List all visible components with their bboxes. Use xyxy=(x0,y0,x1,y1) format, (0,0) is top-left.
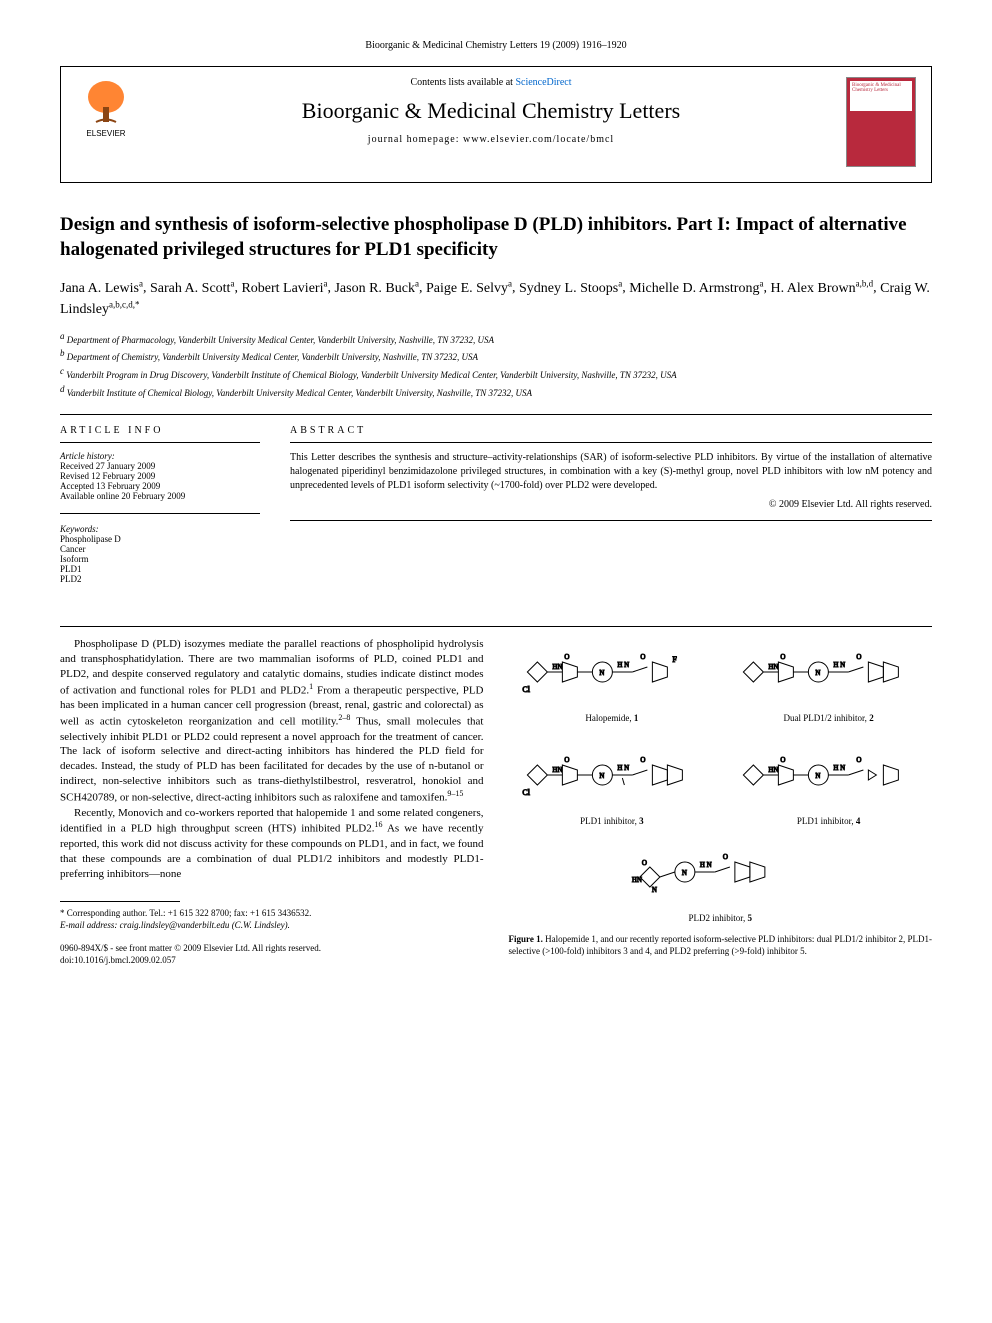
molecule-icon: OHN N H N O xyxy=(725,740,932,810)
svg-text:N: N xyxy=(816,669,821,677)
svg-text:O: O xyxy=(640,653,645,661)
section-divider xyxy=(60,414,932,415)
svg-text:Cl: Cl xyxy=(522,685,530,694)
email-link[interactable]: craig.lindsley@vanderbilt.edu xyxy=(120,920,230,930)
paragraph-1: Phospholipase D (PLD) isozymes mediate t… xyxy=(60,637,484,805)
citation[interactable]: 2–8 xyxy=(338,713,350,722)
svg-text:Cl: Cl xyxy=(522,788,530,797)
svg-text:N: N xyxy=(652,886,657,894)
svg-text:O: O xyxy=(781,756,786,764)
cover-title: Bioorganic & Medicinal Chemistry Letters xyxy=(850,81,912,111)
svg-text:O: O xyxy=(723,853,728,861)
svg-text:H N: H N xyxy=(617,764,629,772)
molecule-icon: OHN N H N O xyxy=(725,637,932,707)
author: Sydney L. Stoopsa xyxy=(519,281,622,296)
svg-text:O: O xyxy=(642,859,647,867)
article-history: Article history: Received 27 January 200… xyxy=(60,451,260,501)
right-column: Cl OHN N H N O F Halopemide, 1 xyxy=(509,637,933,966)
author: Michelle D. Armstronga xyxy=(629,281,763,296)
svg-text:H N: H N xyxy=(617,661,629,669)
svg-text:H N: H N xyxy=(834,661,846,669)
author: Robert Lavieria xyxy=(241,281,327,296)
article-info-column: ARTICLE INFO Article history: Received 2… xyxy=(60,425,260,596)
svg-text:N: N xyxy=(682,869,687,877)
elsevier-tree-icon xyxy=(81,77,131,127)
chemical-structure-5: O HNN N H N O PLD2 inhibitor, 5 xyxy=(614,837,826,924)
svg-text:O: O xyxy=(857,653,862,661)
svg-text:N: N xyxy=(599,669,604,677)
journal-header-box: ELSEVIER Contents lists available at Sci… xyxy=(60,66,932,183)
abstract-column: ABSTRACT This Letter describes the synth… xyxy=(290,425,932,596)
svg-text:HN: HN xyxy=(769,663,779,671)
journal-cover-thumbnail: Bioorganic & Medicinal Chemistry Letters xyxy=(846,77,916,167)
figure-1: Cl OHN N H N O F Halopemide, 1 xyxy=(509,637,933,957)
body-content: Phospholipase D (PLD) isozymes mediate t… xyxy=(60,637,932,966)
sciencedirect-link[interactable]: ScienceDirect xyxy=(515,77,571,88)
paragraph-2: Recently, Monovich and co-workers report… xyxy=(60,806,484,882)
keywords: Keywords: Phospholipase D Cancer Isoform… xyxy=(60,524,260,584)
svg-text:H N: H N xyxy=(700,861,712,869)
svg-text:HN: HN xyxy=(632,876,642,884)
svg-text:O: O xyxy=(564,653,569,661)
svg-text:N: N xyxy=(599,772,604,780)
svg-text:H N: H N xyxy=(834,764,846,772)
journal-name: Bioorganic & Medicinal Chemistry Letters xyxy=(146,98,836,124)
figure-caption: Figure 1. Halopemide 1, and our recently… xyxy=(509,934,933,957)
elsevier-logo: ELSEVIER xyxy=(76,77,136,147)
abstract-text: This Letter describes the synthesis and … xyxy=(290,451,932,493)
article-info-header: ARTICLE INFO xyxy=(60,425,260,443)
chemical-structure-3: Cl OHN N H N O PLD1 inhibitor, 3 xyxy=(509,740,716,827)
affiliation-a: a Department of Pharmacology, Vanderbilt… xyxy=(60,330,932,347)
author: Jason R. Bucka xyxy=(334,281,419,296)
citation[interactable]: 9–15 xyxy=(447,789,463,798)
corresponding-author: * Corresponding author. Tel.: +1 615 322… xyxy=(60,908,484,931)
svg-text:O: O xyxy=(781,653,786,661)
homepage-url[interactable]: www.elsevier.com/locate/bmcl xyxy=(463,134,614,145)
chemical-structure-4: OHN N H N O PLD1 inhibitor, 4 xyxy=(725,740,932,827)
svg-text:HN: HN xyxy=(769,766,779,774)
affiliations: a Department of Pharmacology, Vanderbilt… xyxy=(60,330,932,399)
svg-text:O: O xyxy=(640,756,645,764)
footer-copyright: 0960-894X/$ - see front matter © 2009 El… xyxy=(60,942,484,966)
molecule-icon: O HN N N H N O xyxy=(614,837,826,907)
abstract-header: ABSTRACT xyxy=(290,425,932,443)
svg-text:O: O xyxy=(857,756,862,764)
svg-text:N: N xyxy=(816,772,821,780)
svg-text:HN: HN xyxy=(552,663,562,671)
author: Sarah A. Scotta xyxy=(150,281,235,296)
journal-reference: Bioorganic & Medicinal Chemistry Letters… xyxy=(60,40,932,51)
article-title: Design and synthesis of isoform-selectiv… xyxy=(60,213,932,262)
svg-text:F: F xyxy=(672,655,677,664)
author: Jana A. Lewisa xyxy=(60,281,143,296)
authors-list: Jana A. Lewisa, Sarah A. Scotta, Robert … xyxy=(60,277,932,320)
chemical-structure-2: OHN N H N O Dual PLD1/2 inhibitor, 2 xyxy=(725,637,932,724)
svg-text:HN: HN xyxy=(552,766,562,774)
elsevier-label: ELSEVIER xyxy=(86,129,125,138)
journal-homepage: journal homepage: www.elsevier.com/locat… xyxy=(146,134,836,145)
contents-available: Contents lists available at ScienceDirec… xyxy=(146,77,836,88)
affiliation-c: c Vanderbilt Program in Drug Discovery, … xyxy=(60,365,932,382)
affiliation-b: b Department of Chemistry, Vanderbilt Un… xyxy=(60,347,932,364)
author: Paige E. Selvya xyxy=(426,281,512,296)
svg-text:O: O xyxy=(564,756,569,764)
affiliation-d: d Vanderbilt Institute of Chemical Biolo… xyxy=(60,383,932,400)
molecule-icon: Cl OHN N H N O F xyxy=(509,637,716,707)
section-divider xyxy=(60,626,932,627)
left-column: Phospholipase D (PLD) isozymes mediate t… xyxy=(60,637,484,966)
abstract-copyright: © 2009 Elsevier Ltd. All rights reserved… xyxy=(290,499,932,510)
chemical-structure-1: Cl OHN N H N O F Halopemide, 1 xyxy=(509,637,716,724)
molecule-icon: Cl OHN N H N O xyxy=(509,740,716,810)
author: H. Alex Browna,b,d xyxy=(770,281,873,296)
